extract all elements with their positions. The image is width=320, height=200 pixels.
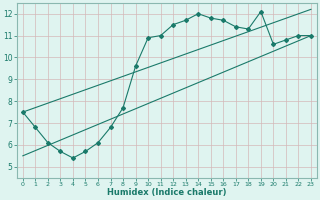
X-axis label: Humidex (Indice chaleur): Humidex (Indice chaleur) [107, 188, 227, 197]
